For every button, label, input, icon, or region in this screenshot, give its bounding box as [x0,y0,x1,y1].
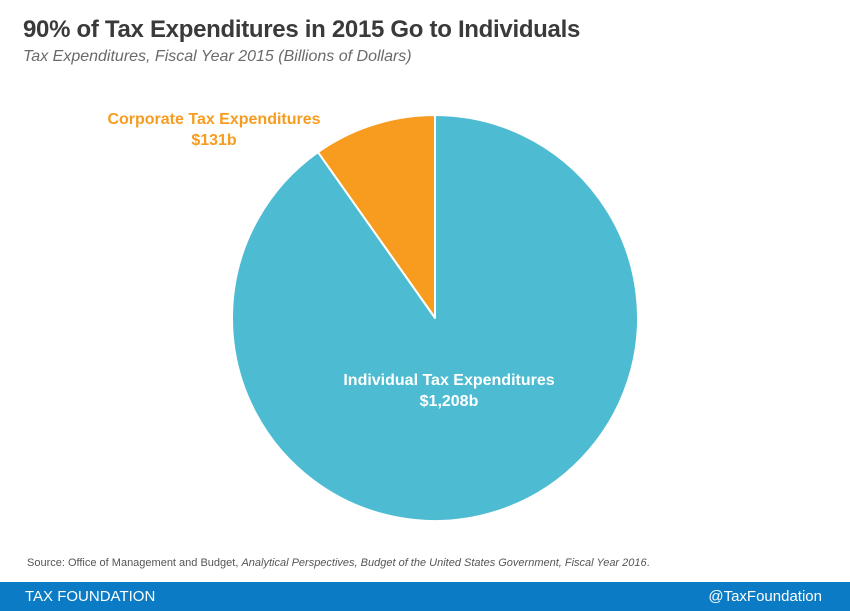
source-note: Source: Office of Management and Budget,… [27,557,650,569]
source-prefix: Source: Office of Management and Budget, [27,557,242,569]
chart-subtitle: Tax Expenditures, Fiscal Year 2015 (Bill… [23,48,412,65]
source-suffix: . [646,557,650,569]
slice-label-value: $131b [191,132,237,149]
source-publication: Analytical Perspectives, Budget of the U… [241,557,647,569]
chart-title: 90% of Tax Expenditures in 2015 Go to In… [23,16,580,43]
slice-label-name: Corporate Tax Expenditures [107,111,321,128]
footer-handle[interactable]: @TaxFoundation [708,588,822,605]
footer-bar: TAX FOUNDATION @TaxFoundation [0,582,850,611]
slice-label-individual: Individual Tax Expenditures $1,208b [343,370,554,412]
slice-label-value: $1,208b [419,393,479,410]
slice-label-corporate: Corporate Tax Expenditures $131b [107,109,320,151]
pie-slice-corporate [316,114,436,319]
footer-brand: TAX FOUNDATION [25,588,156,605]
slice-label-name: Individual Tax Expenditures [343,372,555,389]
pie-slice-individual [231,114,639,522]
